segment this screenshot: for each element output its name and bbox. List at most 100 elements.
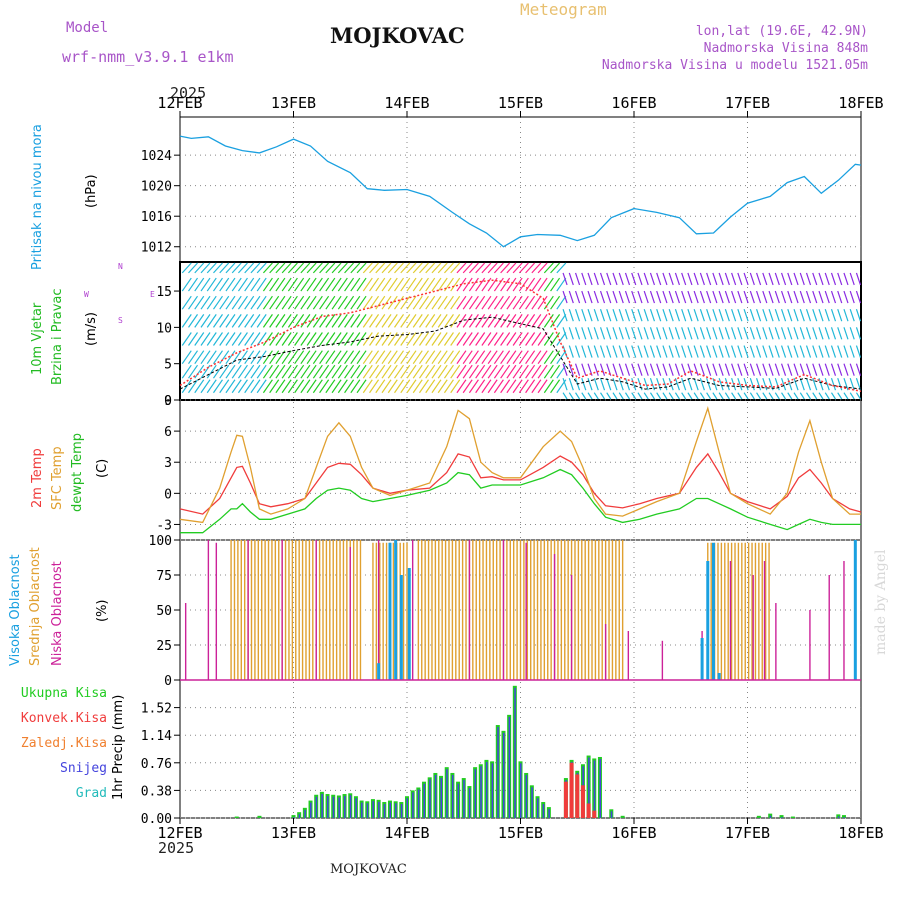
wind-arrow: [493, 314, 504, 328]
precip-snow-bar: [446, 769, 448, 818]
wind-arrow: [500, 295, 511, 310]
wind-speed-line: [179, 316, 862, 390]
wind-arrow: [369, 364, 380, 379]
wind-arrow: [781, 392, 787, 400]
wind-arrow: [662, 327, 668, 340]
wind-arrow: [818, 327, 824, 340]
wind-arrow: [687, 345, 693, 358]
wind-arrow: [344, 277, 355, 292]
wind-arrow: [581, 327, 587, 340]
wind-arrow: [475, 314, 486, 328]
wind-arrow: [631, 272, 637, 286]
wind-arrow: [849, 327, 855, 340]
wind-arrow: [188, 295, 199, 310]
wind-arrow: [312, 332, 323, 346]
wind-arrow: [350, 314, 361, 328]
wind-arrow: [631, 345, 637, 358]
wind-arrow: [855, 290, 862, 304]
wind-arrow: [381, 295, 392, 310]
wind-arrow: [350, 295, 361, 310]
wind-arrow: [574, 345, 581, 358]
wind-arrow: [431, 350, 442, 365]
wind-arrow: [743, 309, 749, 322]
wind-arrow: [400, 314, 411, 328]
y-tick-label: 10: [156, 321, 172, 336]
wind-arrow: [294, 277, 305, 292]
wind-arrow: [749, 345, 755, 358]
wind-arrow: [793, 392, 799, 400]
precip-snow-bar: [474, 769, 477, 818]
wind-arrow: [331, 364, 342, 379]
wind-arrow: [493, 364, 504, 379]
precip-snow-bar: [310, 802, 312, 818]
wind-arrow: [724, 392, 730, 400]
wind-arrow: [599, 363, 606, 376]
coords-text: lon,lat (19.6E, 42.9N): [695, 24, 868, 39]
wind-arrow: [344, 295, 355, 310]
wind-arrow: [356, 350, 367, 365]
wind-arrow: [762, 378, 768, 391]
wind-arrow: [818, 272, 824, 286]
wind-arrow: [531, 314, 542, 328]
wind-arrow: [450, 379, 461, 394]
wind-arrow: [693, 290, 699, 304]
wind-arrow: [812, 290, 818, 304]
wind-arrow: [219, 332, 230, 346]
wind-arrow: [643, 272, 649, 286]
wind-arrow: [537, 295, 548, 310]
precip-snow-bar: [491, 763, 494, 818]
station-title: MOJKOVAC: [330, 23, 465, 48]
wind-arrow: [612, 272, 618, 286]
wind-arrow: [749, 309, 755, 322]
wind-arrow: [718, 327, 724, 340]
wind-arrow: [468, 295, 479, 310]
wind-arrow: [624, 392, 630, 400]
wind-arrow: [618, 327, 624, 340]
wind-arrow: [649, 309, 656, 322]
wind-arrow: [319, 350, 330, 365]
compass-e: E: [150, 290, 155, 299]
wind-arrow: [306, 295, 317, 310]
wind-arrow: [556, 295, 567, 310]
wind-arrow: [493, 379, 504, 394]
wind-arrow: [793, 272, 799, 286]
precip-snow-bar: [332, 796, 335, 818]
wind-arrow: [250, 379, 261, 394]
wind-arrow: [369, 350, 380, 365]
wind-compass-legend: N E S W: [84, 262, 155, 326]
wind-arrow: [855, 345, 862, 358]
precip-snow-bar: [468, 788, 471, 818]
precip-snow-bar: [610, 811, 613, 818]
wind-arrow: [237, 277, 248, 292]
wind-arrow: [543, 277, 554, 292]
wind-arrow: [537, 364, 548, 379]
wind-arrow: [306, 277, 317, 292]
wind-arrow: [375, 262, 386, 274]
wind-arrow: [830, 363, 837, 376]
wind-arrow: [506, 379, 517, 394]
wind-arrow: [712, 392, 718, 400]
wind-arrow: [256, 277, 267, 292]
wind-arrow: [225, 364, 236, 379]
wind-arrow: [219, 314, 230, 328]
wind-arrow: [450, 314, 461, 328]
wind-arrow: [300, 314, 311, 328]
wind-arrow: [662, 392, 668, 400]
wind-arrow: [599, 378, 606, 391]
wind-arrow: [456, 364, 467, 379]
wind-arrow: [812, 272, 818, 286]
wind-arrow: [581, 378, 587, 391]
wind-arrow: [562, 272, 568, 286]
wind-arrow: [518, 314, 529, 328]
wind-arrow: [631, 327, 637, 340]
wind-arrow: [194, 379, 205, 394]
wind-arrow: [780, 309, 787, 322]
wind-arrow: [281, 314, 292, 328]
wind-arrow: [412, 350, 423, 365]
wind-arrow: [600, 392, 606, 400]
wind-arrow: [231, 295, 242, 310]
wind-arrow: [412, 277, 423, 292]
wind-arrow: [219, 379, 230, 394]
wind-arrow: [325, 350, 336, 365]
